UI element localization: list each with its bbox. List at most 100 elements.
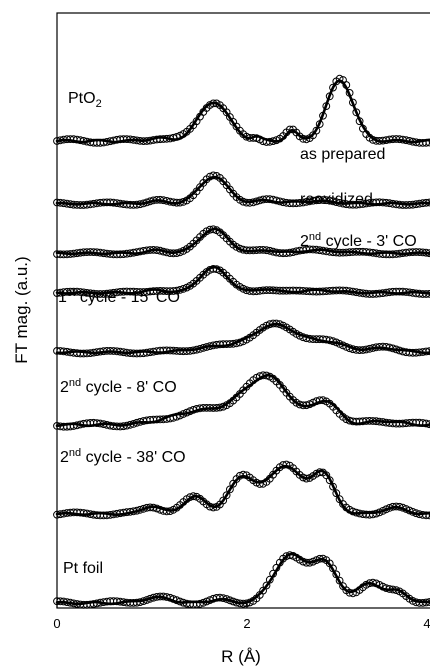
- data-point: [329, 564, 337, 573]
- data-point: [169, 595, 178, 603]
- data-point: [302, 401, 311, 410]
- data-point: [152, 504, 161, 513]
- plot-frame: [56, 12, 430, 609]
- data-point: [139, 597, 148, 605]
- data-point: [315, 468, 324, 477]
- series-label-main: 2: [60, 379, 69, 396]
- data-point: [226, 485, 234, 494]
- data-point: [166, 507, 175, 516]
- data-point: [166, 593, 175, 602]
- data-point: [222, 491, 231, 500]
- x-ticks-layer: 0 2 4: [53, 602, 430, 631]
- data-point: [176, 597, 184, 606]
- data-point: [398, 503, 407, 512]
- data-point: [176, 286, 184, 294]
- data-point: [319, 111, 327, 120]
- series-label: 2nd cycle - 8' CO: [60, 377, 177, 396]
- data-point: [325, 92, 334, 101]
- data-point: [329, 337, 337, 346]
- data-point: [176, 198, 184, 207]
- series-label-main: Pt foil: [63, 560, 103, 577]
- data-point: [342, 343, 351, 351]
- series-label-superscript: nd: [69, 447, 81, 459]
- series-label: as prepared: [300, 146, 385, 163]
- series-label-rest: cycle - 3' CO: [321, 233, 417, 250]
- data-point: [335, 576, 344, 585]
- data-point: [272, 319, 281, 328]
- data-point: [269, 569, 278, 578]
- data-point: [312, 126, 321, 135]
- data-point: [179, 410, 188, 418]
- data-point: [255, 480, 264, 488]
- data-point: [172, 133, 181, 141]
- fit-line: [55, 79, 430, 144]
- data-point: [349, 589, 357, 598]
- data-point: [428, 199, 430, 206]
- data-point: [329, 83, 337, 92]
- fit-line: [55, 552, 430, 606]
- data-point: [332, 489, 341, 498]
- series-label: reoxidized: [300, 191, 373, 208]
- series-label-main: 2: [300, 233, 309, 250]
- data-point: [219, 594, 228, 602]
- y-axis-title: FT mag. (a.u.): [12, 256, 31, 363]
- series-label-main: 1: [58, 289, 67, 306]
- data-point: [222, 595, 231, 603]
- data-point: [179, 198, 188, 206]
- series-label: PtO2: [68, 90, 102, 110]
- data-point: [285, 551, 294, 560]
- data-point: [209, 503, 218, 512]
- data-point: [425, 249, 430, 258]
- data-point: [425, 420, 430, 429]
- data-point: [352, 108, 361, 117]
- data-point: [425, 511, 430, 520]
- data-point: [425, 598, 430, 606]
- data-point: [282, 460, 291, 469]
- data-point: [149, 503, 158, 512]
- series-label-superscript: nd: [69, 377, 81, 389]
- data-point: [428, 348, 430, 354]
- data-point: [236, 338, 244, 347]
- data-point: [392, 586, 401, 594]
- data-point: [425, 290, 430, 298]
- data-point: [372, 509, 381, 518]
- series-label-main: PtO: [68, 90, 96, 107]
- data-point: [172, 596, 181, 605]
- x-axis-title: R (Å): [221, 647, 261, 666]
- curves-layer: [53, 74, 430, 609]
- data-point: [335, 74, 344, 83]
- series-label-rest: cycle - 38' CO: [81, 449, 185, 466]
- data-point: [322, 102, 331, 110]
- data-point: [428, 290, 430, 297]
- data-point: [319, 396, 327, 405]
- data-point: [408, 508, 417, 516]
- series-label: 1st cycle - 15' CO: [58, 287, 180, 306]
- data-point: [302, 135, 311, 144]
- data-point: [428, 422, 430, 428]
- series-label-superscript: nd: [309, 231, 321, 243]
- data-point: [349, 98, 357, 107]
- data-point: [428, 139, 430, 145]
- data-point: [262, 371, 271, 380]
- data-point: [239, 470, 248, 479]
- data-point: [315, 120, 324, 128]
- data-point: [285, 125, 294, 134]
- data-point: [186, 407, 194, 416]
- data-point: [355, 117, 364, 126]
- data-point: [359, 124, 367, 133]
- data-point: [209, 171, 218, 180]
- x-tick-label: 0: [53, 616, 60, 631]
- data-point: [329, 482, 337, 491]
- data-point: [302, 474, 311, 483]
- data-point: [209, 225, 218, 234]
- data-point: [262, 581, 271, 590]
- x-tick-label: 4: [423, 616, 430, 631]
- series-label-main: reoxidized: [300, 191, 373, 208]
- data-point: [189, 492, 198, 501]
- data-point: [425, 138, 430, 147]
- data-point: [172, 412, 181, 421]
- data-point: [265, 575, 274, 584]
- data-point: [212, 265, 221, 274]
